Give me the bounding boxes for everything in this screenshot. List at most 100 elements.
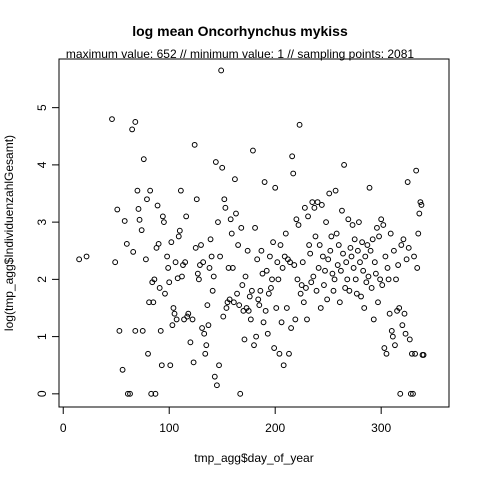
data-point [177, 187, 184, 194]
data-point [398, 242, 405, 248]
data-point [136, 216, 143, 223]
data-point [323, 219, 329, 226]
data-point [206, 265, 213, 271]
data-point [416, 210, 423, 217]
data-point [314, 199, 321, 205]
data-point [157, 327, 164, 334]
data-point [144, 196, 150, 203]
data-point [281, 253, 288, 260]
data-point [402, 330, 409, 337]
data-point [321, 282, 327, 288]
data-point [331, 276, 338, 283]
data-point [121, 218, 128, 224]
data-point [235, 242, 242, 248]
data-point [312, 233, 319, 240]
data-point [288, 325, 294, 331]
data-point [209, 287, 216, 294]
data-point [297, 290, 304, 297]
y-axis: 0 1 2 3 4 5 [35, 104, 59, 397]
data-point [150, 299, 157, 306]
data-point [215, 219, 221, 226]
data-point [327, 247, 334, 254]
data-point [388, 327, 395, 334]
data-point [295, 222, 302, 228]
data-point [361, 305, 368, 311]
data-point [116, 327, 123, 334]
data-point [248, 287, 255, 294]
data-point [282, 230, 289, 237]
data-point [165, 265, 172, 271]
data-point [168, 239, 175, 246]
data-point [335, 242, 342, 248]
data-point [372, 270, 379, 277]
data-point [127, 390, 133, 397]
y-tick-label: 3 [35, 218, 49, 225]
data-point [347, 244, 354, 251]
data-point [191, 141, 198, 148]
data-point [242, 273, 249, 280]
data-point [395, 262, 402, 268]
data-point [254, 256, 261, 263]
data-point [199, 325, 205, 331]
data-point [405, 244, 412, 251]
data-point [130, 248, 137, 255]
data-point [351, 236, 358, 243]
data-point [183, 213, 190, 220]
data-point [211, 373, 218, 380]
data-point [147, 187, 154, 194]
data-point [214, 382, 220, 389]
data-point [132, 327, 139, 334]
data-point [238, 224, 245, 231]
data-point [298, 282, 305, 288]
data-point [204, 302, 211, 309]
data-point [212, 159, 219, 165]
data-point [401, 310, 408, 317]
data-point [341, 161, 347, 168]
data-point [353, 290, 360, 297]
data-point [217, 253, 223, 260]
y-tick-label: 2 [35, 276, 49, 283]
data-point [376, 233, 382, 240]
data-point [360, 267, 367, 274]
chart-title: log mean Oncorhynchus mykiss [132, 23, 348, 39]
data-point [273, 305, 280, 311]
data-point [156, 285, 163, 291]
data-point [316, 242, 323, 248]
data-point [379, 282, 386, 288]
data-point [260, 319, 267, 326]
data-point [175, 233, 182, 240]
data-point [226, 296, 233, 303]
data-point [375, 299, 381, 306]
data-point [262, 307, 269, 314]
data-point [309, 199, 316, 205]
data-point [278, 319, 285, 326]
data-point [322, 267, 328, 274]
data-point [244, 247, 251, 254]
data-point [317, 305, 324, 311]
data-point [252, 224, 258, 231]
data-point [342, 285, 349, 291]
data-point [158, 362, 165, 369]
data-point [146, 299, 152, 306]
y-tick-label: 5 [35, 104, 49, 111]
data-point [279, 265, 286, 271]
data-point [393, 276, 399, 283]
data-point [162, 290, 168, 297]
data-point [329, 270, 336, 277]
data-point [374, 224, 380, 231]
data-point [300, 299, 307, 306]
data-point [283, 305, 290, 311]
data-point [222, 204, 229, 211]
data-point [109, 116, 115, 122]
data-point [223, 305, 230, 311]
data-point [270, 239, 276, 246]
data-point [304, 316, 310, 323]
data-point [407, 390, 414, 397]
data-point [406, 336, 413, 343]
data-point [299, 259, 306, 266]
data-point [197, 262, 203, 268]
data-point [377, 276, 384, 283]
data-point [390, 247, 397, 254]
data-point [193, 196, 200, 203]
